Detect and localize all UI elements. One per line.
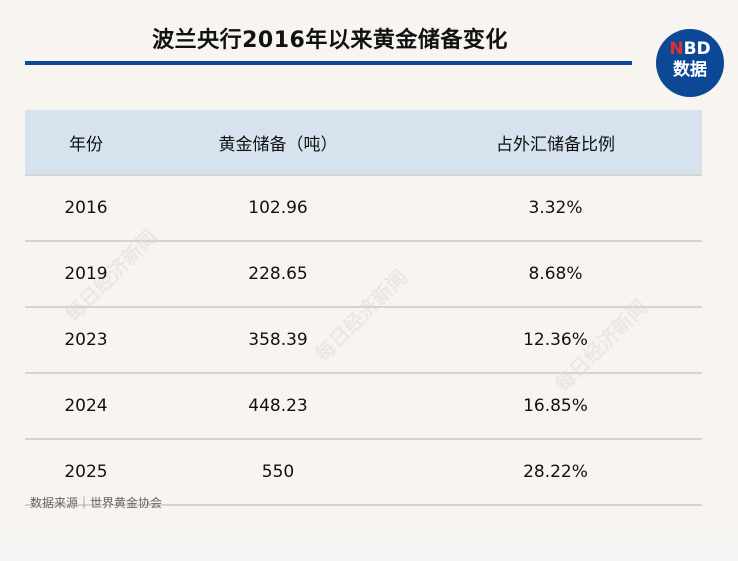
- table-row: 2024 448.23 16.85%: [25, 372, 702, 439]
- ratio-cell: 16.85%: [409, 372, 702, 439]
- year-cell: 2024: [25, 372, 147, 439]
- header-ratio: 占外汇储备比例: [409, 110, 702, 175]
- table-row: 2016 102.96 3.32%: [25, 174, 702, 241]
- ratio-cell: 3.32%: [409, 174, 702, 241]
- year-cell: 2019: [25, 240, 147, 307]
- ratio-cell: 8.68%: [409, 240, 702, 307]
- year-cell: 2023: [25, 306, 147, 373]
- table-header: 年份 黄金储备（吨） 占外汇储备比例: [25, 110, 702, 175]
- gold-cell: 358.39: [147, 306, 409, 373]
- header-year: 年份: [25, 110, 147, 175]
- nbd-logo: NBD 数据: [656, 29, 724, 97]
- gold-cell: 102.96: [147, 174, 409, 241]
- source-note: 数据来源｜世界黄金协会: [30, 496, 163, 510]
- ratio-cell: 12.36%: [409, 306, 702, 373]
- ratio-cell: 28.22%: [409, 438, 702, 506]
- gold-cell: 550: [147, 438, 409, 506]
- year-cell: 2016: [25, 174, 147, 241]
- table-row: 2023 358.39 12.36%: [25, 306, 702, 373]
- bottom-band: [0, 530, 738, 561]
- table-row: 2025 550 28.22%: [25, 438, 702, 506]
- gold-reserve-table: 年份 黄金储备（吨） 占外汇储备比例 2016 102.96 3.32% 2019 22…: [25, 110, 702, 506]
- title-underline: [25, 61, 632, 65]
- gold-cell: 228.65: [147, 240, 409, 307]
- year-cell: 2025: [25, 438, 147, 506]
- gold-cell: 448.23: [147, 372, 409, 439]
- chart-title: 波兰央行2016年以来黄金储备变化: [152, 28, 508, 53]
- table-row: 2019 228.65 8.68%: [25, 240, 702, 307]
- header-gold: 黄金储备（吨）: [147, 110, 409, 175]
